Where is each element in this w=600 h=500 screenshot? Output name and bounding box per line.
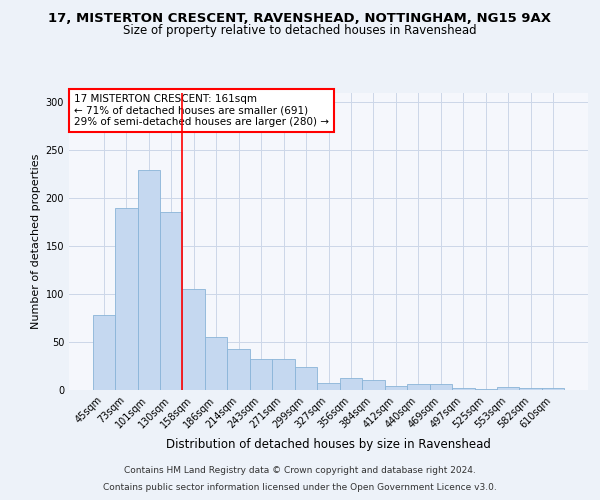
Bar — [317, 384, 340, 390]
Bar — [497, 387, 520, 390]
Bar — [137, 170, 160, 390]
Text: Contains HM Land Registry data © Crown copyright and database right 2024.: Contains HM Land Registry data © Crown c… — [124, 466, 476, 475]
Text: 17, MISTERTON CRESCENT, RAVENSHEAD, NOTTINGHAM, NG15 9AX: 17, MISTERTON CRESCENT, RAVENSHEAD, NOTT… — [49, 12, 551, 26]
Bar — [452, 388, 475, 390]
Bar — [542, 388, 565, 390]
Bar — [92, 315, 115, 390]
Bar — [272, 360, 295, 390]
Bar — [227, 348, 250, 390]
Bar — [385, 386, 407, 390]
Bar — [475, 389, 497, 390]
Bar — [115, 208, 137, 390]
Bar — [295, 367, 317, 390]
Bar — [407, 384, 430, 390]
Y-axis label: Number of detached properties: Number of detached properties — [31, 154, 41, 329]
Bar — [362, 380, 385, 390]
X-axis label: Distribution of detached houses by size in Ravenshead: Distribution of detached houses by size … — [166, 438, 491, 451]
Bar — [520, 388, 542, 390]
Bar — [250, 360, 272, 390]
Bar — [340, 378, 362, 390]
Text: 17 MISTERTON CRESCENT: 161sqm
← 71% of detached houses are smaller (691)
29% of : 17 MISTERTON CRESCENT: 161sqm ← 71% of d… — [74, 94, 329, 127]
Bar — [182, 289, 205, 390]
Bar — [205, 337, 227, 390]
Bar — [430, 384, 452, 390]
Bar — [160, 212, 182, 390]
Text: Size of property relative to detached houses in Ravenshead: Size of property relative to detached ho… — [123, 24, 477, 37]
Text: Contains public sector information licensed under the Open Government Licence v3: Contains public sector information licen… — [103, 482, 497, 492]
